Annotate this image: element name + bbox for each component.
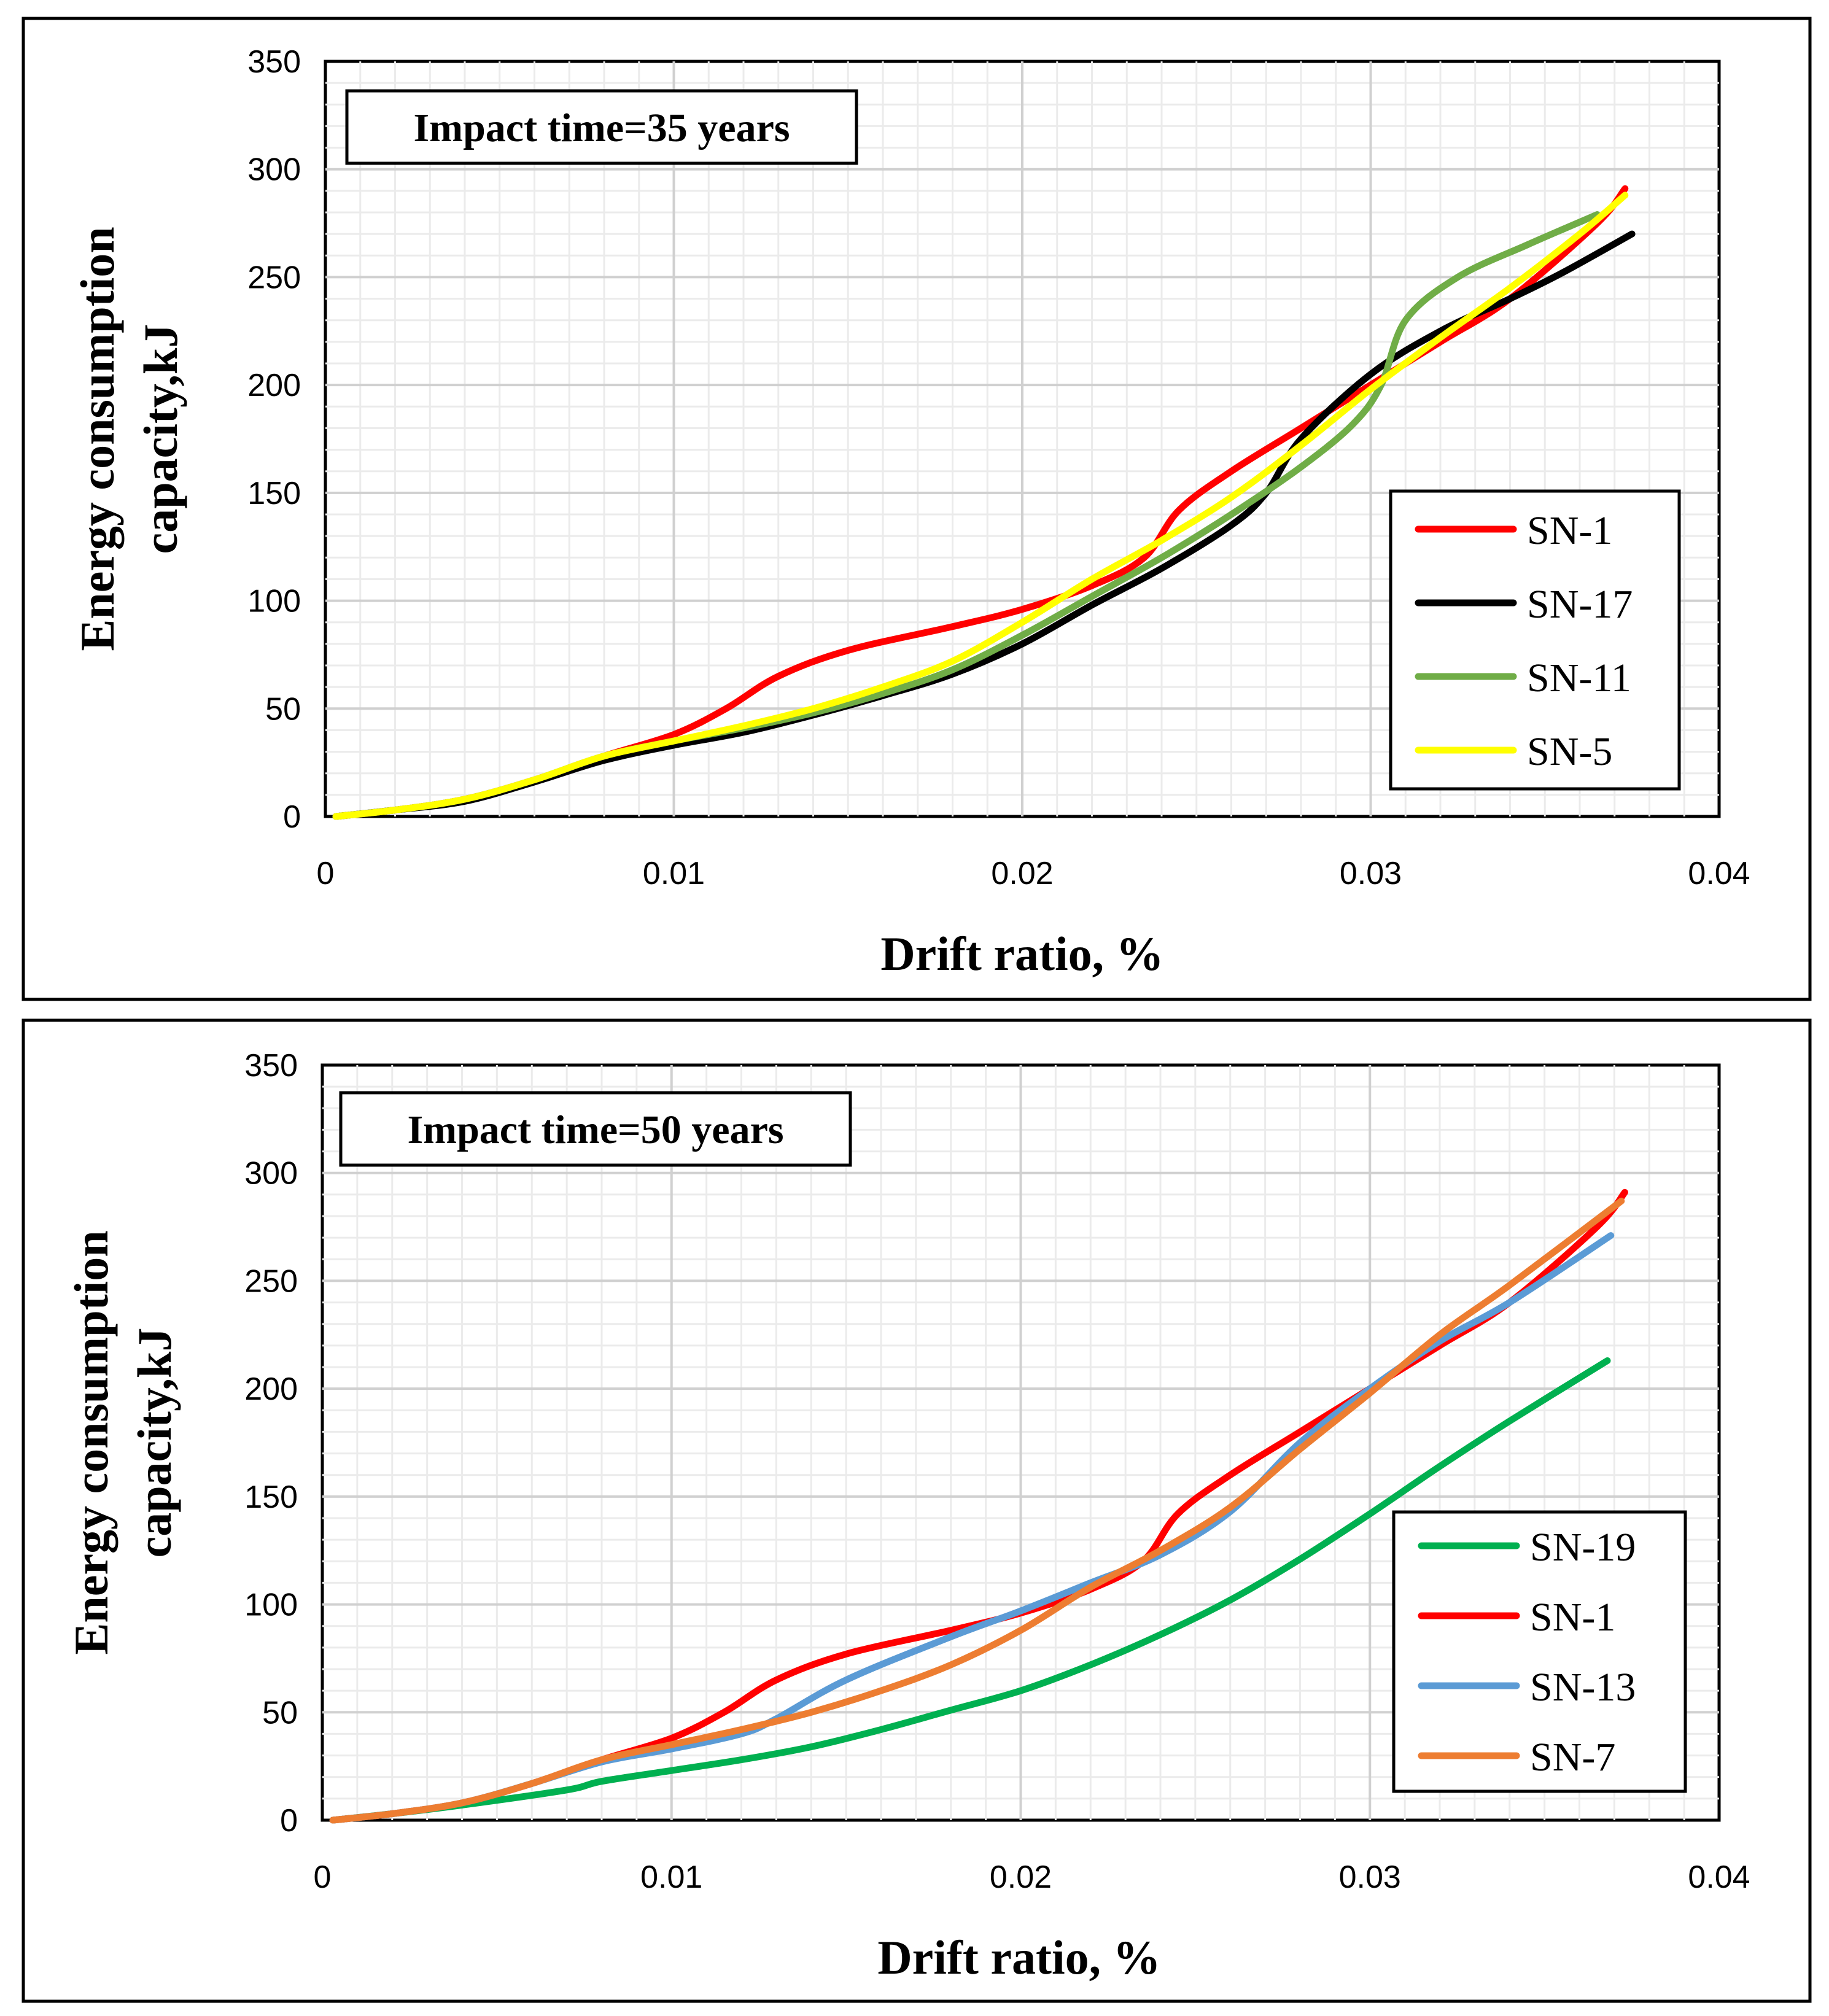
y-tick-label: 100 xyxy=(244,1588,298,1623)
y-tick-label: 250 xyxy=(244,1263,298,1299)
legend-label-sn-19: SN-19 xyxy=(1530,1525,1636,1570)
legend-label-sn-5: SN-5 xyxy=(1527,729,1612,774)
y-tick-label: 150 xyxy=(247,476,301,511)
legend-label-sn-7: SN-7 xyxy=(1530,1735,1615,1780)
legend-frame xyxy=(1392,1510,1687,1793)
y-tick-label: 350 xyxy=(247,44,301,80)
series-layer xyxy=(329,1188,1628,1824)
y-tick-label: 100 xyxy=(247,584,301,619)
x-tick-label: 0.03 xyxy=(1340,856,1402,891)
y-tick-label: 350 xyxy=(244,1048,298,1084)
legend-frame xyxy=(1389,489,1681,791)
y-tick-label: 200 xyxy=(247,368,301,403)
x-tick-labels: 0 0.01 0.02 0.03 0.04 xyxy=(317,856,1750,891)
legend-label-sn-11: SN-11 xyxy=(1527,656,1631,700)
legend-label-sn-17: SN-17 xyxy=(1527,582,1633,627)
x-tick-label: 0.04 xyxy=(1688,856,1750,891)
series-line-sn-5 xyxy=(332,192,1629,820)
legend-label-sn-1: SN-1 xyxy=(1530,1595,1615,1640)
y-axis-title-line1: Energy consumption xyxy=(71,227,124,651)
y-tick-label: 300 xyxy=(244,1156,298,1192)
x-tick-label: 0 xyxy=(317,856,335,891)
y-axis-title-line1: Energy consumption xyxy=(64,1230,118,1654)
series-line-sn-7 xyxy=(329,1197,1625,1824)
y-tick-label: 50 xyxy=(265,691,301,727)
legend: SN-1 SN-17 SN-11 SN-5 xyxy=(1389,489,1681,791)
x-tick-label: 0.03 xyxy=(1339,1859,1401,1895)
x-tick-label: 0.04 xyxy=(1688,1859,1750,1895)
annotation-text: Impact time=35 years xyxy=(413,106,790,150)
legend: SN-19 SN-1 SN-13 SN-7 xyxy=(1392,1510,1687,1793)
legend-label-sn-1: SN-1 xyxy=(1527,508,1612,553)
x-tick-label: 0 xyxy=(314,1859,332,1895)
y-tick-labels: 0 50 100 150 200 250 300 350 xyxy=(244,1048,298,1839)
x-tick-label: 0.01 xyxy=(640,1859,702,1895)
y-axis-title-line2: capacity,kJ xyxy=(128,1328,181,1558)
annotation-box: Impact time=35 years xyxy=(345,89,858,165)
series-layer xyxy=(332,185,1636,820)
y-tick-label: 200 xyxy=(244,1371,298,1407)
x-axis-title: Drift ratio, % xyxy=(877,1931,1160,1984)
y-tick-label: 300 xyxy=(247,152,301,188)
annotation-box: Impact time=50 years xyxy=(339,1091,852,1167)
y-tick-label: 250 xyxy=(247,260,301,295)
y-tick-label: 0 xyxy=(280,1803,298,1839)
x-tick-label: 0.02 xyxy=(991,856,1053,891)
y-axis-title-line2: capacity,kJ xyxy=(134,324,187,554)
x-tick-label: 0.02 xyxy=(990,1859,1052,1895)
y-tick-label: 0 xyxy=(283,799,301,835)
x-axis-title: Drift ratio, % xyxy=(880,927,1163,980)
x-tick-labels: 0 0.01 0.02 0.03 0.04 xyxy=(314,1859,1750,1895)
series-line-sn-19 xyxy=(329,1357,1611,1824)
y-tick-label: 50 xyxy=(262,1695,298,1731)
y-tick-labels: 0 50 100 150 200 250 300 350 xyxy=(247,44,301,835)
annotation-text: Impact time=50 years xyxy=(407,1107,783,1152)
legend-label-sn-13: SN-13 xyxy=(1530,1665,1636,1710)
x-tick-label: 0.01 xyxy=(643,856,705,891)
y-tick-label: 150 xyxy=(244,1479,298,1515)
